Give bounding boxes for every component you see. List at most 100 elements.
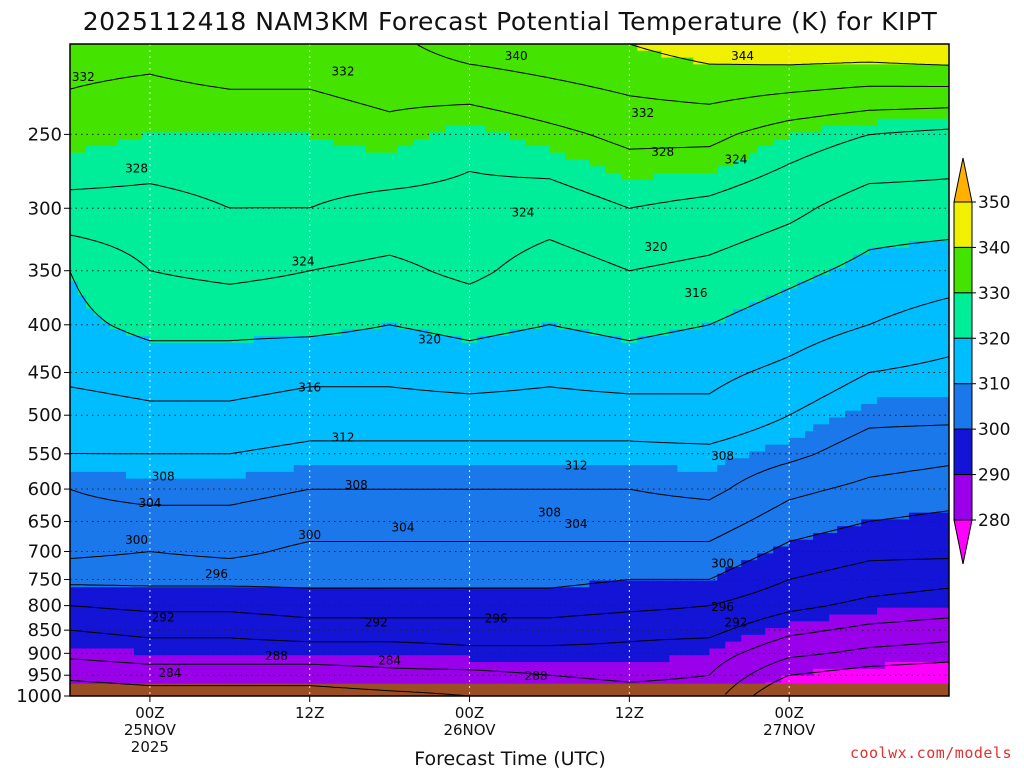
theta-cell [781,57,790,65]
theta-cell [341,64,351,72]
theta-cell [533,50,543,59]
theta-cell [573,50,583,59]
theta-cell [149,240,159,249]
theta-cell [901,139,910,147]
theta-cell [525,295,535,303]
theta-cell [861,105,870,113]
theta-cell [333,50,343,59]
theta-cell [213,125,223,133]
theta-cell [293,254,303,262]
theta-cell [589,179,598,188]
theta-cell [597,213,606,222]
theta-cell [661,200,670,208]
theta-cell [653,166,662,174]
theta-cell [765,105,774,113]
theta-cell [325,98,335,106]
theta-cell [277,329,287,337]
theta-cell [437,77,447,86]
theta-cell [93,342,103,351]
theta-cell [141,288,151,296]
theta-cell [861,77,870,86]
theta-cell [213,152,223,161]
theta-cell [349,308,359,317]
theta-cell [141,125,151,133]
theta-cell [789,193,798,201]
theta-cell [357,50,367,59]
theta-cell [853,288,862,296]
theta-cell [685,308,694,317]
theta-cell [805,234,814,242]
theta-cell [413,166,423,174]
theta-cell [165,322,175,330]
theta-cell [397,186,407,195]
theta-cell [733,139,742,147]
theta-cell [437,308,447,317]
theta-cell [653,139,662,147]
theta-cell [861,295,870,303]
theta-cell [861,281,870,290]
theta-cell [589,152,598,161]
theta-cell [941,139,949,147]
theta-cell [205,302,215,310]
theta-cell [589,261,598,269]
theta-cell [501,111,511,120]
theta-cell [829,220,838,228]
theta-cell [93,308,103,317]
theta-cell [629,132,638,140]
theta-cell [373,44,383,52]
theta-cell [349,247,359,256]
theta-cell [421,336,431,344]
theta-cell [653,145,662,154]
theta-cell [573,295,583,303]
theta-cell [357,308,367,317]
theta-cell [693,50,702,59]
theta-cell [189,281,199,290]
theta-cell [70,240,79,249]
theta-cell [829,64,838,72]
theta-cell [941,173,949,181]
theta-cell [613,240,622,249]
theta-cell [245,295,255,303]
theta-cell [221,254,231,262]
theta-cell [101,159,111,167]
theta-cell [221,329,231,337]
theta-cell [429,105,439,113]
theta-cell [885,118,894,127]
theta-cell [157,247,167,256]
theta-cell [165,261,175,269]
theta-cell [125,111,135,120]
theta-cell [133,105,143,113]
theta-cell [109,193,119,201]
theta-cell [493,166,503,174]
theta-cell [941,308,949,317]
theta-cell [197,139,207,147]
theta-cell [85,213,95,222]
theta-cell [101,268,111,276]
theta-cell [773,84,782,93]
theta-cell [341,50,351,59]
theta-cell [597,336,606,344]
theta-cell [525,234,535,242]
theta-cell [205,166,215,174]
theta-cell [757,308,766,317]
theta-cell [229,308,239,317]
theta-cell [101,220,111,228]
theta-cell [317,98,327,106]
theta-cell [285,281,295,290]
theta-cell [173,274,183,283]
theta-cell [85,342,95,351]
theta-cell [797,173,806,181]
theta-cell [373,281,383,290]
theta-cell [781,145,790,154]
theta-cell [365,186,375,195]
theta-cell [893,152,902,161]
theta-cell [669,125,678,133]
theta-cell [853,145,862,154]
theta-cell [749,336,758,344]
theta-cell [573,329,583,337]
theta-cell [837,342,846,351]
theta-cell [389,207,399,215]
theta-cell [517,105,527,113]
theta-cell [781,98,790,106]
theta-cell [461,132,471,140]
